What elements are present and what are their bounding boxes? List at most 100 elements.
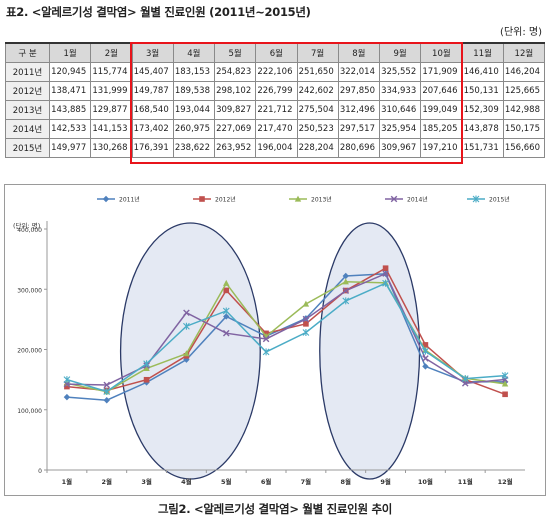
legend-label: 2013년 [311,196,332,204]
table-row-year: 2011년 [5,62,50,82]
data-point [63,393,71,401]
table-header-month: 7월 [296,42,339,63]
data-point [302,329,310,337]
table-cell: 129,877 [90,100,133,120]
table-header-month: 5월 [213,42,257,63]
data-point [102,195,110,203]
data-point [302,315,310,323]
table-row-year: 2012년 [5,81,50,101]
table-cell: 146,204 [502,62,546,82]
data-point [103,397,110,404]
table-cell: 168,540 [131,100,174,120]
table-cell: 120,945 [48,62,92,82]
data-point [461,375,469,383]
data-point [63,376,71,384]
table-header-month: 12월 [502,42,546,63]
x-tick-label: 11월 [458,477,473,486]
table-cell: 149,977 [48,138,92,158]
table-header-category: 구 분 [5,42,50,63]
data-point [422,342,429,348]
table-cell: 242,602 [296,81,339,101]
table-cell: 149,787 [131,81,174,101]
y-tick-label: 200,000 [17,348,42,355]
table-cell: 152,309 [461,100,504,120]
table-cell: 217,470 [255,119,298,139]
series-line [66,282,506,393]
data-point [382,279,389,287]
table-cell: 143,885 [48,100,92,120]
data-point [294,195,302,202]
data-point [472,195,480,203]
table-cell: 325,954 [378,119,422,139]
table-header-month: 9월 [378,42,422,63]
table-header-month: 3월 [131,42,174,63]
table-cell: 260,975 [172,119,216,139]
data-point [199,196,205,202]
table-cell: 263,952 [213,138,257,158]
figure-caption: 그림2. <알레르기성 결막염> 월별 진료인원 추이 [158,502,392,516]
highlight-ellipse [119,222,261,480]
table-cell: 130,268 [90,138,133,158]
data-point [422,347,429,355]
table-header-month: 10월 [420,42,463,63]
table-cell: 207,646 [420,81,463,101]
table-cell: 297,850 [337,81,381,101]
table-header-month: 2월 [90,42,133,63]
table-cell: 142,988 [502,100,546,120]
table-cell: 227,069 [213,119,257,139]
data-point [103,381,111,389]
table-cell: 150,131 [461,81,504,101]
table-row: 2012년 138,471 131,999 149,787 189,538 298,102… [5,81,546,101]
legend-label: 2012년 [215,196,236,204]
table-cell: 250,523 [296,119,339,139]
x-tick-label: 4월 [181,477,192,486]
data-point [342,278,349,285]
data-point [501,372,509,380]
table-header-month: 11월 [461,42,504,63]
table-cell: 189,538 [172,81,216,101]
table-cell: 325,552 [378,62,422,82]
data-point [183,322,190,330]
data-point [262,335,270,343]
table-cell: 226,799 [255,81,298,101]
data-point [390,195,398,203]
table-cell: 280,696 [337,138,381,158]
table-cell: 251,650 [296,62,339,82]
data-point [422,363,429,370]
series-line [66,273,506,402]
legend-label: 2015년 [489,196,510,204]
data-point [64,383,70,390]
line-chart: 0 100,000 200,000 300,000 400,000(단위: 명) 1월 2월… [13,195,525,486]
data-point [302,300,310,307]
y-tick-label: 400,000 [17,227,42,234]
data-point [103,388,111,396]
table-row: 2014년 142,533 141,153 173,402 260,975 227,069… [5,119,546,139]
x-tick-label: 10월 [418,477,433,486]
table-cell: 309,827 [213,100,257,120]
table-cell: 193,044 [172,100,216,120]
table-cell: 228,204 [296,138,339,158]
table-header-row: 구 분 1월 2월 3월 4월 5월 6월 7월 8월 9월 10월 11월 12월 [5,42,546,63]
table-row-year: 2014년 [5,119,50,139]
table-cell: 171,909 [420,62,463,82]
table-cell: 322,014 [337,62,381,82]
table-cell: 176,391 [131,138,174,158]
data-point [183,350,190,357]
data-point [143,365,150,372]
table-cell: 156,660 [502,138,546,158]
data-point [143,376,150,383]
data-point [143,360,150,368]
table-cell: 151,731 [461,138,504,158]
table-cell: 141,153 [90,119,133,139]
monthly-patients-table: 구 분 1월 2월 3월 4월 5월 6월 7월 8월 9월 10월 11월 12월 2011년 120,… [5,42,546,158]
table-row-year: 2013년 [5,100,50,120]
series-line [66,280,506,393]
table-cell: 275,504 [296,100,339,120]
table-cell: 146,410 [461,62,504,82]
data-point [342,272,349,280]
table-cell: 312,496 [337,100,381,120]
data-point [303,321,309,327]
chart-frame: 0 100,000 200,000 300,000 400,000 (단위: 명) 1월 2월… [4,184,546,496]
data-point [342,287,350,295]
table-row: 2013년 143,885 129,877 168,540 193,044 309,827… [5,100,546,120]
